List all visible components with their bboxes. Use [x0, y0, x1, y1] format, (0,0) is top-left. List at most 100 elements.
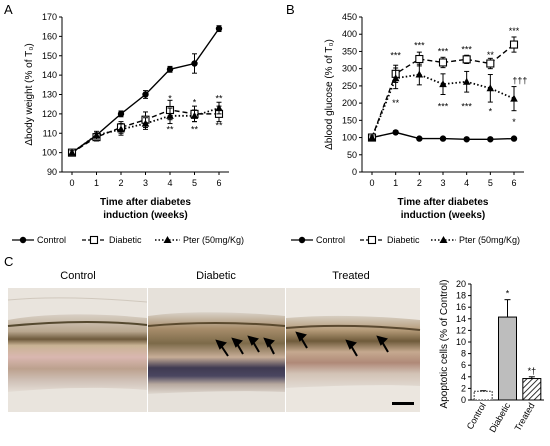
significance-label: ††† — [512, 76, 527, 86]
significance-label: ** — [215, 121, 223, 131]
y-tick-label: 4 — [461, 372, 466, 382]
micrograph-treated — [285, 288, 421, 412]
y-tick-label: 170 — [42, 12, 57, 22]
data-point — [368, 133, 376, 141]
significance-label: *** — [509, 26, 520, 36]
x-tick-label: Diabetic — [487, 401, 512, 435]
y-axis-title: Δblood glucose (% of T₀) — [324, 39, 335, 150]
y-tick-label: 140 — [42, 70, 57, 80]
y-tick-label: 300 — [342, 64, 357, 74]
y-tick-label: 110 — [43, 128, 57, 138]
data-point — [438, 58, 448, 67]
y-tick-label: 150 — [42, 51, 57, 61]
y-tick-label: 10 — [456, 337, 466, 347]
y-tick-label: 16 — [456, 302, 466, 312]
data-point — [439, 80, 447, 88]
data-point — [166, 66, 174, 73]
data-point — [416, 135, 423, 142]
arrow-head-icon — [263, 337, 275, 348]
bar — [522, 378, 542, 401]
arrow-head-icon — [295, 331, 307, 342]
x-tick-label: 2 — [118, 178, 123, 188]
data-point — [142, 91, 149, 98]
data-point — [215, 25, 223, 32]
data-point — [190, 111, 199, 119]
micrograph-title-treated: Treated — [332, 270, 370, 282]
x-tick-label: 4 — [464, 178, 469, 188]
y-tick-label: 0 — [461, 395, 466, 405]
legend-b-control-marker — [298, 236, 306, 244]
data-point — [510, 135, 518, 142]
x-tick-label: 1 — [94, 178, 99, 188]
significance-label: *** — [461, 45, 472, 55]
legend-a-control-marker — [19, 236, 27, 244]
legend-b-control-label: Control — [316, 235, 345, 245]
data-point — [392, 129, 399, 136]
legend-a-diabetic-marker — [89, 235, 99, 245]
data-point — [462, 77, 471, 85]
data-point — [391, 74, 400, 82]
legend-a-control-label: Control — [37, 235, 66, 245]
data-point — [486, 59, 495, 68]
y-tick-label: 12 — [456, 325, 466, 335]
legend-a: Control Diabetic Pter (50mg/Kg) — [12, 235, 244, 245]
scale-bar — [392, 402, 414, 405]
data-point — [462, 55, 471, 64]
x-tick-label: 5 — [488, 178, 493, 188]
data-point — [117, 110, 125, 118]
data-point — [415, 70, 424, 78]
x-tick-label: Treated — [513, 401, 537, 433]
x-axis-title: Time after diabetes induction (weeks) — [100, 197, 191, 221]
bar — [473, 390, 493, 401]
significance-label: ** — [191, 124, 199, 134]
y-tick-label: 50 — [347, 150, 357, 160]
y-tick-label: 350 — [342, 46, 357, 56]
arrow-head-icon — [247, 335, 259, 346]
significance-label: *** — [461, 102, 472, 112]
y-tick-label: 20 — [456, 279, 466, 289]
panel-letter-b: B — [286, 2, 295, 17]
panel-letter-a: A — [4, 2, 13, 17]
arrow-head-icon — [215, 339, 227, 350]
y-tick-label: 8 — [461, 349, 466, 359]
x-tick-label: 1 — [393, 178, 398, 188]
legend-a-diabetic-label: Diabetic — [109, 235, 142, 245]
x-tick-label: 4 — [167, 178, 172, 188]
y-tick-label: 400 — [342, 29, 357, 39]
x-tick-label: 6 — [511, 178, 516, 188]
y-axis-title: Apoptotic cells (% of Control) — [439, 280, 450, 409]
significance-label: * — [506, 289, 510, 299]
significance-label: *** — [438, 102, 449, 112]
data-point — [439, 135, 447, 142]
micrograph-diabetic — [147, 288, 286, 412]
data-point — [141, 119, 150, 127]
y-tick-label: 130 — [42, 90, 57, 100]
x-tick-label: 6 — [216, 178, 221, 188]
legend-a-pter-label: Pter (50mg/Kg) — [183, 235, 244, 245]
x-tick-label: 3 — [143, 178, 148, 188]
arrow-head-icon — [376, 335, 388, 346]
significance-label: * — [512, 117, 516, 127]
data-point — [215, 104, 223, 112]
y-tick-label: 200 — [342, 98, 357, 108]
data-point — [68, 148, 76, 156]
legend-b-diabetic-label: Diabetic — [387, 235, 420, 245]
significance-label: * — [168, 93, 172, 103]
y-tick-label: 450 — [342, 12, 357, 22]
y-tick-label: 120 — [42, 109, 57, 119]
y-tick-label: 18 — [456, 291, 466, 301]
significance-label: * — [489, 107, 493, 117]
data-point — [487, 136, 494, 143]
y-tick-label: 2 — [461, 383, 466, 393]
significance-label: ** — [487, 50, 495, 60]
data-point — [92, 131, 101, 139]
apoptosis-arrows — [215, 335, 275, 357]
data-point — [415, 54, 424, 64]
x-axis-title: Time after diabetes induction (weeks) — [398, 197, 489, 221]
legend-b-pter-label: Pter (50mg/Kg) — [459, 235, 520, 245]
legend-b-diabetic-marker — [367, 235, 377, 245]
x-tick-label: 2 — [417, 178, 422, 188]
y-axis-title: Δbody weight (% of T₀) — [24, 43, 35, 145]
x-tick-label: 0 — [369, 178, 374, 188]
